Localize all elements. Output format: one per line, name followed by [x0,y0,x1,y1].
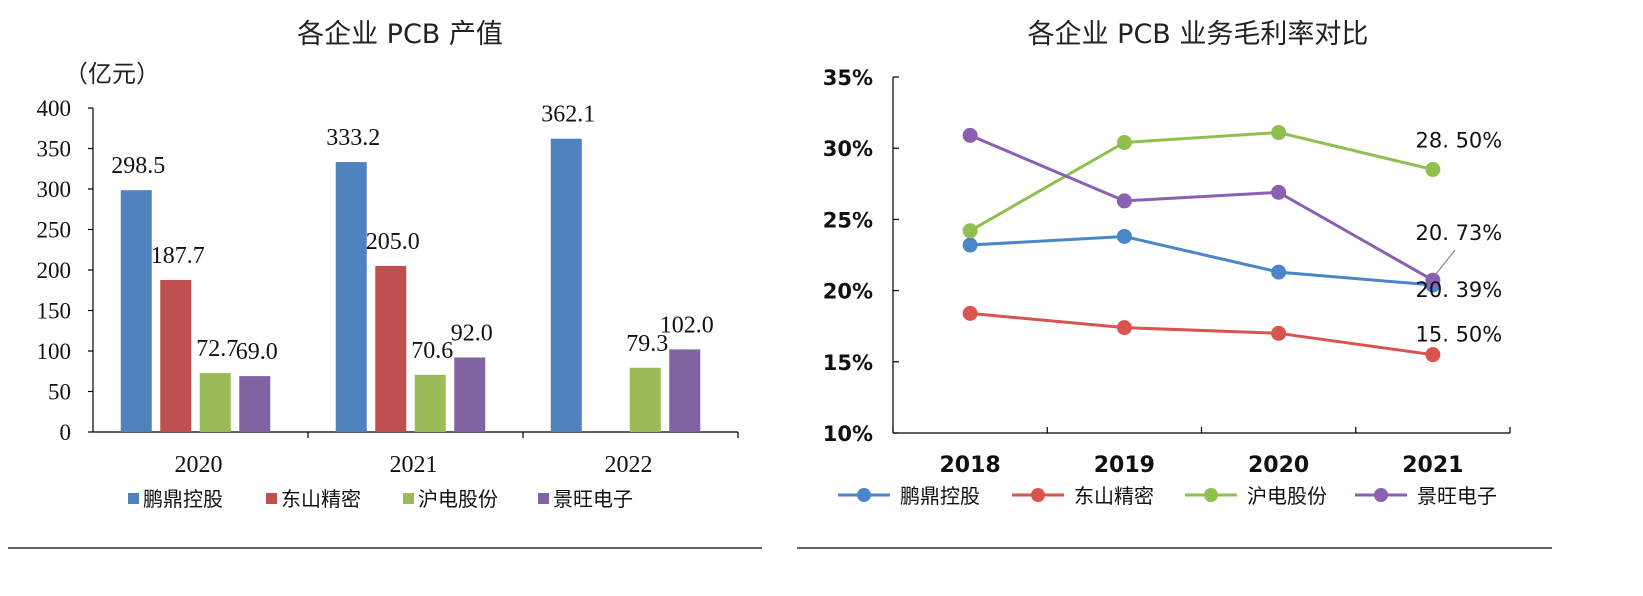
bar-data-label: 205.0 [366,229,420,255]
line-legend-marker [857,488,871,502]
line-x-tick-label: 2020 [1248,453,1309,478]
bar-y-tick-label: 0 [60,420,72,445]
point-东山精密-2018 [962,305,978,321]
bar-legend-swatch [538,493,549,504]
line-y-tick-label: 10% [823,422,873,446]
line-end-label-鹏鼎控股: 20. 39% [1416,278,1503,302]
bar-x-tick-label: 2022 [605,452,653,478]
line-x-tick-label: 2019 [1094,453,1155,478]
bar-景旺电子-2021 [454,357,486,432]
line-legend-label: 鹏鼎控股 [900,484,980,508]
point-景旺电子-2020 [1271,184,1287,200]
bar-data-label: 102.0 [660,312,714,338]
point-景旺电子-2019 [1116,193,1132,209]
bar-data-label: 79.3 [626,331,668,357]
point-东山精密-2021 [1425,347,1441,363]
bar-data-label: 92.0 [451,320,493,346]
point-景旺电子-2018 [962,127,978,143]
point-鹏鼎控股-2019 [1116,228,1132,244]
line-end-label-景旺电子: 20. 73% [1416,221,1503,245]
line-y-tick-label: 25% [823,208,873,232]
bar-y-tick-label: 50 [48,380,71,405]
line-legend: 鹏鼎控股 东山精密 沪电股份 景旺电子 [838,484,1497,508]
point-东山精密-2019 [1116,320,1132,336]
bar-legend-label: 景旺电子 [553,487,633,511]
bar-y-tick-label: 400 [37,96,72,121]
line-鹏鼎控股 [970,234,1434,287]
bar-data-label: 69.0 [236,339,278,365]
bar-沪电股份-2020 [199,373,231,432]
bar-data-label: 333.2 [326,125,380,151]
line-y-tick-label: 35% [823,66,873,90]
bar-鹏鼎控股-2022 [550,138,582,432]
point-沪电股份-2021 [1425,162,1441,178]
bar-x-axis-labels: 2020 2021 2022 [175,432,739,478]
line-东山精密 [969,311,1434,357]
bar-legend: 鹏鼎控股 东山精密 沪电股份 景旺电子 [128,487,633,511]
line-end-label-沪电股份: 28. 50% [1416,129,1503,153]
bar-data-label: 298.5 [111,153,165,179]
bar-东山精密-2021 [375,265,407,432]
bar-x-tick-label: 2020 [175,452,223,478]
line-end-labels: 20. 39% 15. 50% 28. 50% 20. 73% [1416,129,1503,347]
point-沪电股份-2020 [1271,125,1287,141]
bar-景旺电子-2020 [239,376,271,432]
bar-data-label: 362.1 [541,102,595,128]
line-series [962,125,1441,363]
point-景旺电子-2021 [1425,272,1441,288]
line-y-tick-label: 30% [823,137,873,161]
bar-data-label: 72.7 [196,336,238,362]
bar-鹏鼎控股-2020 [120,190,152,432]
bar-marks: 298.5 187.7 72.769.0 333.2 205.0 70.692.0 362.… [111,102,714,432]
bar-chart-unit-label: （亿元） [64,61,160,88]
line-y-tick-label: 20% [823,280,873,304]
bar-y-tick-label: 200 [37,258,72,283]
bar-legend-swatch [128,493,139,504]
bar-景旺电子-2022 [669,349,701,432]
line-legend-marker [1374,488,1388,502]
bar-chart-title: 各企业 PCB 产值 [297,19,503,50]
bar-y-tick-label: 250 [37,218,72,243]
line-end-label-东山精密: 15. 50% [1416,323,1503,347]
bar-legend-label: 沪电股份 [418,487,498,511]
bar-y-axis-ticks: 0 50 100 150 200 250 300 350 400 [37,96,93,445]
line-legend-marker [1031,488,1045,502]
bar-东山精密-2020 [160,279,192,432]
bar-y-tick-label: 300 [37,177,72,202]
bar-legend-label: 东山精密 [281,487,361,511]
point-鹏鼎控股-2020 [1271,264,1287,280]
bar-data-label: 70.6 [411,338,453,364]
line-chart-title: 各企业 PCB 业务毛利率对比 [1028,19,1369,50]
line-y-tick-label: 15% [823,351,873,375]
bar-y-tick-label: 150 [37,299,72,324]
bar-legend-swatch [266,493,277,504]
line-沪电股份 [969,131,1434,233]
line-legend-label: 东山精密 [1074,484,1154,508]
line-legend-label: 沪电股份 [1247,484,1327,508]
line-legend-label: 景旺电子 [1417,484,1497,508]
line-chart: 各企业 PCB 业务毛利率对比 10%15%20%25%30%35% 2018 2… [797,19,1552,549]
line-y-axis-ticks: 10% 15% 20% 25% 30% 35% [823,66,899,446]
point-沪电股份-2018 [962,223,978,239]
bar-legend-label: 鹏鼎控股 [143,487,223,511]
line-x-axis-labels: 2018 2019 2020 2021 [892,427,1511,478]
point-鹏鼎控股-2018 [962,237,978,253]
point-沪电股份-2019 [1116,135,1132,151]
bar-y-tick-label: 350 [37,137,72,162]
bar-鹏鼎控股-2021 [335,162,367,432]
bar-y-tick-label: 100 [37,339,72,364]
line-x-tick-label: 2018 [940,453,1001,478]
bar-legend-swatch [403,493,414,504]
line-x-tick-label: 2021 [1402,453,1463,478]
bar-沪电股份-2021 [414,374,446,432]
bar-data-label: 187.7 [151,243,205,269]
line-legend-marker [1204,488,1218,502]
line-景旺电子 [969,134,1434,282]
bar-chart: 各企业 PCB 产值 （亿元） 0 50 100 150 200 250 300 350 400… [8,19,762,549]
bar-x-tick-label: 2021 [390,452,438,478]
bar-沪电股份-2022 [629,367,661,432]
point-东山精密-2020 [1271,325,1287,341]
line-label-leader [1435,249,1456,275]
